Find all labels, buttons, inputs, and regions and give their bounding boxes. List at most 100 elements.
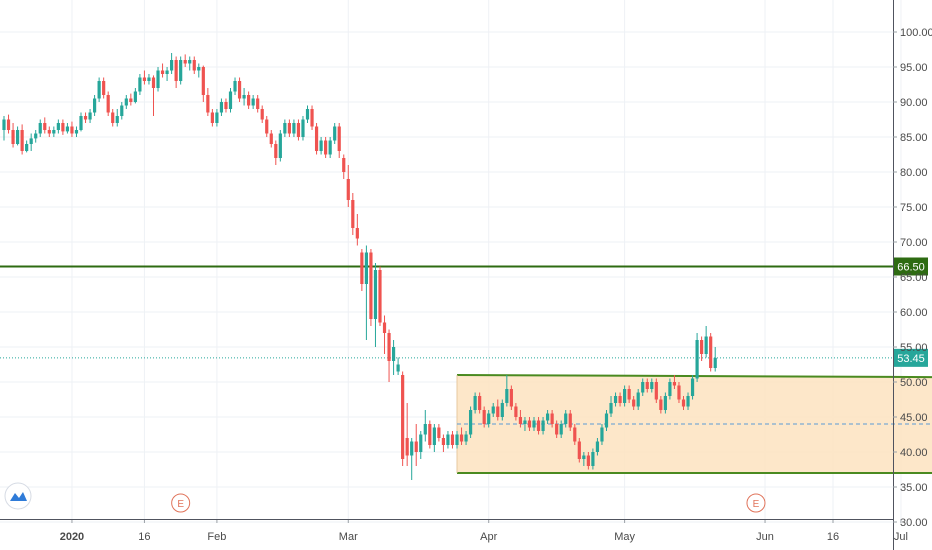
candle-body	[65, 126, 70, 132]
earnings-markers-layer: EEE	[171, 493, 766, 513]
candle	[609, 396, 613, 417]
candle-body	[464, 434, 468, 442]
candle-body	[228, 91, 233, 109]
candle	[192, 56, 196, 74]
candle	[373, 263, 378, 347]
candle-body	[111, 112, 115, 123]
earnings-marker[interactable]: E	[171, 493, 191, 513]
candle	[206, 88, 210, 116]
candle-body	[274, 144, 278, 158]
candle-body	[668, 382, 672, 396]
candle	[47, 126, 51, 137]
candle	[559, 420, 563, 438]
candle-body	[410, 441, 414, 456]
candle-body	[700, 340, 704, 354]
candle-body	[129, 98, 133, 102]
candle-body	[437, 427, 441, 438]
candle	[237, 77, 242, 102]
candle-body	[713, 357, 717, 368]
candle-body	[133, 91, 137, 102]
candle-body	[568, 413, 572, 428]
x-tick-label: Apr	[480, 531, 497, 543]
tradingview-icon[interactable]	[4, 482, 32, 510]
candle	[170, 53, 174, 74]
candle-body	[83, 116, 88, 120]
candle-body	[446, 434, 450, 445]
candle-body	[604, 413, 609, 428]
earnings-marker[interactable]: E	[746, 493, 766, 513]
candle	[124, 95, 128, 109]
candle-body	[478, 396, 482, 410]
candle	[446, 431, 450, 449]
candle	[568, 410, 572, 431]
candle-body	[251, 98, 255, 106]
candle-body	[256, 98, 260, 109]
candle	[2, 116, 6, 141]
candle	[672, 375, 677, 389]
candle	[34, 130, 38, 143]
candle	[600, 424, 604, 445]
candle-body	[559, 424, 563, 435]
y-tick-label: 50.00	[900, 377, 928, 389]
candle-body	[97, 81, 101, 99]
candle	[142, 70, 147, 85]
candle-body	[192, 60, 196, 71]
candle	[56, 119, 60, 134]
candle-body	[432, 427, 436, 445]
candle	[401, 371, 405, 466]
candle	[564, 410, 568, 428]
candle	[410, 438, 414, 480]
candle-body	[120, 105, 124, 116]
candle-body	[586, 455, 590, 466]
candle-body	[355, 228, 359, 239]
candle-body	[500, 403, 504, 417]
candle-body	[346, 179, 350, 200]
y-tick-label: 100.00	[900, 27, 932, 39]
candle-body	[582, 455, 586, 459]
candle	[111, 109, 115, 127]
candle-body	[233, 81, 237, 92]
candle-body	[351, 200, 355, 228]
candle-body	[650, 382, 654, 389]
candle	[455, 431, 459, 449]
candle	[93, 95, 97, 116]
candle	[74, 126, 79, 137]
candle-body	[278, 133, 282, 158]
candle-body	[659, 399, 663, 410]
candle-body	[387, 333, 391, 361]
candle-body	[459, 434, 464, 442]
candle	[500, 399, 504, 421]
candle	[464, 431, 468, 445]
candle-body	[160, 70, 165, 74]
candle	[319, 137, 323, 155]
candle-body	[695, 340, 699, 379]
candle	[265, 116, 269, 137]
candle	[573, 424, 577, 445]
resistance-price-tag	[894, 257, 928, 276]
candle-body	[124, 98, 128, 106]
candle-body	[70, 126, 74, 134]
candle-body	[546, 413, 550, 421]
candle	[414, 424, 418, 466]
candle-body	[333, 126, 337, 141]
candle-body	[324, 140, 328, 155]
candle	[582, 452, 586, 466]
candle-body	[709, 336, 713, 368]
candle	[586, 452, 590, 470]
candle-body	[382, 322, 387, 333]
candle-body	[88, 112, 92, 120]
candle-body	[509, 389, 513, 407]
candle	[337, 123, 341, 158]
candle	[269, 130, 273, 148]
candle-body	[487, 413, 491, 424]
candle-body	[43, 123, 47, 130]
candle	[405, 403, 409, 466]
candle-body	[391, 347, 396, 361]
candle	[478, 392, 482, 414]
candle-body	[577, 441, 581, 459]
candle	[38, 119, 42, 137]
candle	[351, 193, 355, 235]
candle	[527, 417, 532, 431]
candle-body	[641, 382, 645, 393]
